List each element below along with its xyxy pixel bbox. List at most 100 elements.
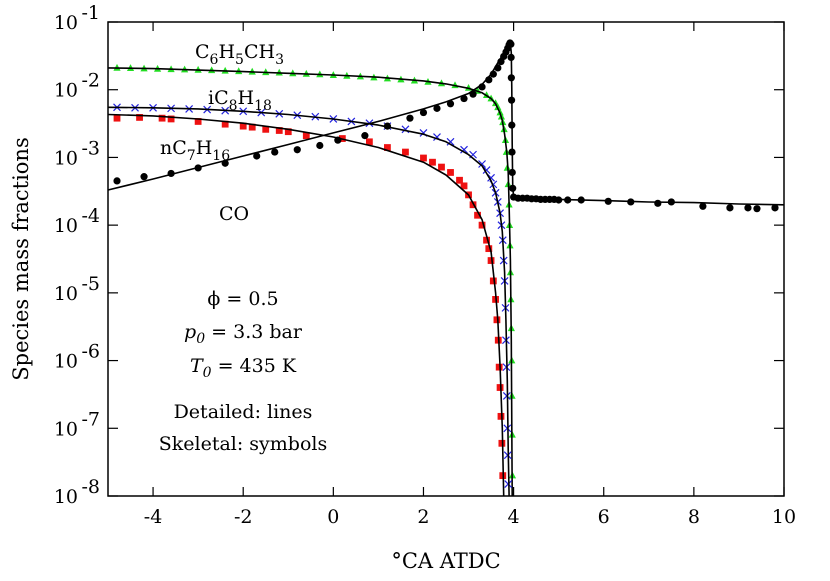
x-axis-label: °CA ATDC <box>391 549 500 573</box>
series-label-part: H <box>218 41 235 63</box>
series-label-part: 8 <box>229 98 238 114</box>
isooctane-marker <box>446 137 455 146</box>
co-marker <box>744 204 752 212</box>
heptane-marker <box>487 257 495 264</box>
skeletal-annotation: Skeletal: symbols <box>159 433 328 455</box>
co-marker <box>113 177 121 185</box>
y-tick-exponent: -7 <box>81 408 100 430</box>
plot-frame <box>107 21 785 497</box>
series-label-part: C <box>195 41 210 63</box>
p0-symbol: p <box>184 321 196 343</box>
heptane-marker <box>365 138 373 146</box>
heptane-marker <box>113 114 121 122</box>
y-tick-label: 10 <box>54 147 78 169</box>
heptane-marker <box>302 132 310 140</box>
T0-value: = 435 K <box>212 355 297 377</box>
heptane-marker <box>167 115 175 123</box>
T0-symbol: T <box>190 355 204 377</box>
co-marker <box>771 204 779 212</box>
x-tick-label: 10 <box>772 506 796 528</box>
co-marker <box>460 94 468 103</box>
series-toluene-line <box>107 67 513 497</box>
y-tick-exponent: -2 <box>81 70 100 92</box>
heptane-marker <box>158 114 166 122</box>
isooctane-marker <box>482 166 491 175</box>
series-label-part: CH <box>244 41 275 63</box>
heptane-marker <box>194 118 202 125</box>
T0-subscript: 0 <box>203 365 212 381</box>
heptane-marker <box>447 169 454 176</box>
heptane-marker <box>262 125 270 133</box>
series-label-heptane: nC7H16 <box>160 137 230 164</box>
y-tick-exponent: -5 <box>81 273 100 295</box>
heptane-marker <box>438 163 445 171</box>
x-tick-label: 4 <box>508 506 520 528</box>
series-label-co: CO <box>219 203 249 225</box>
isooctane-marker <box>460 145 468 154</box>
y-tick-exponent: -1 <box>81 2 100 24</box>
y-tick-label: 10 <box>54 486 78 508</box>
series-label-part: CO <box>219 203 249 225</box>
x-tick-label: 2 <box>417 506 429 528</box>
heptane-marker <box>456 176 463 184</box>
co-marker <box>406 114 414 122</box>
x-tick-label: 0 <box>327 506 339 528</box>
co-marker <box>334 136 342 144</box>
series-co-line <box>107 42 785 206</box>
pressure-annotation: p0 = 3.3 bar <box>184 321 303 347</box>
detailed-annotation: Detailed: lines <box>174 401 313 423</box>
y-tick-exponent: -3 <box>81 137 100 159</box>
series-label-part: nC <box>160 137 187 159</box>
series-layer <box>107 39 785 497</box>
co-marker <box>654 199 662 207</box>
heptane-marker <box>474 211 481 219</box>
co-marker <box>293 146 301 154</box>
x-tick-label: 6 <box>598 506 610 528</box>
heptane-marker <box>495 363 503 371</box>
y-axis-label: Species mass fractions <box>9 137 33 380</box>
y-tick-label: 10 <box>54 351 78 373</box>
p0-value: = 3.3 bar <box>205 321 303 343</box>
y-tick-exponent: -8 <box>81 476 100 498</box>
y-tick-label: 10 <box>54 283 78 305</box>
heptane-marker <box>483 236 490 244</box>
y-tick-label: 10 <box>54 12 78 34</box>
co-marker <box>753 205 761 213</box>
series-label-part: 18 <box>254 98 272 114</box>
co-marker <box>316 141 324 150</box>
heptane-marker <box>384 144 391 151</box>
x-tick-label: -4 <box>144 506 163 528</box>
y-tick-label: 10 <box>54 418 78 440</box>
series-label-part: H <box>196 137 213 159</box>
series-label-isooctane: iC8H18 <box>208 87 272 114</box>
heptane-marker <box>485 245 493 253</box>
heptane-marker <box>248 123 256 131</box>
co-marker <box>140 173 148 181</box>
x-tick-label: -2 <box>234 506 253 528</box>
toluene-marker <box>275 68 283 76</box>
co-marker <box>726 204 734 212</box>
temperature-annotation: T0 = 435 K <box>190 355 297 381</box>
isooctane-marker <box>478 160 486 168</box>
co-marker <box>433 104 441 112</box>
series-isooctane-line <box>107 106 510 497</box>
heptane-marker <box>284 128 292 136</box>
heptane-marker <box>497 412 505 420</box>
series-label-part: H <box>238 87 255 109</box>
co-marker <box>383 122 392 130</box>
heptane-marker <box>489 277 497 285</box>
series-label-toluene: C6H5CH3 <box>195 41 284 68</box>
heptane-marker <box>420 154 427 162</box>
series-label-part: 3 <box>275 52 284 68</box>
phi-annotation: ϕ = 0.5 <box>207 288 278 310</box>
co-marker <box>419 108 428 117</box>
y-tick-label: 10 <box>54 80 78 102</box>
series-label-part: 6 <box>210 52 219 68</box>
co-marker <box>253 152 261 160</box>
x-tick-label: 8 <box>688 506 700 528</box>
series-heptane-line <box>107 113 505 497</box>
heptane-marker <box>239 122 247 130</box>
